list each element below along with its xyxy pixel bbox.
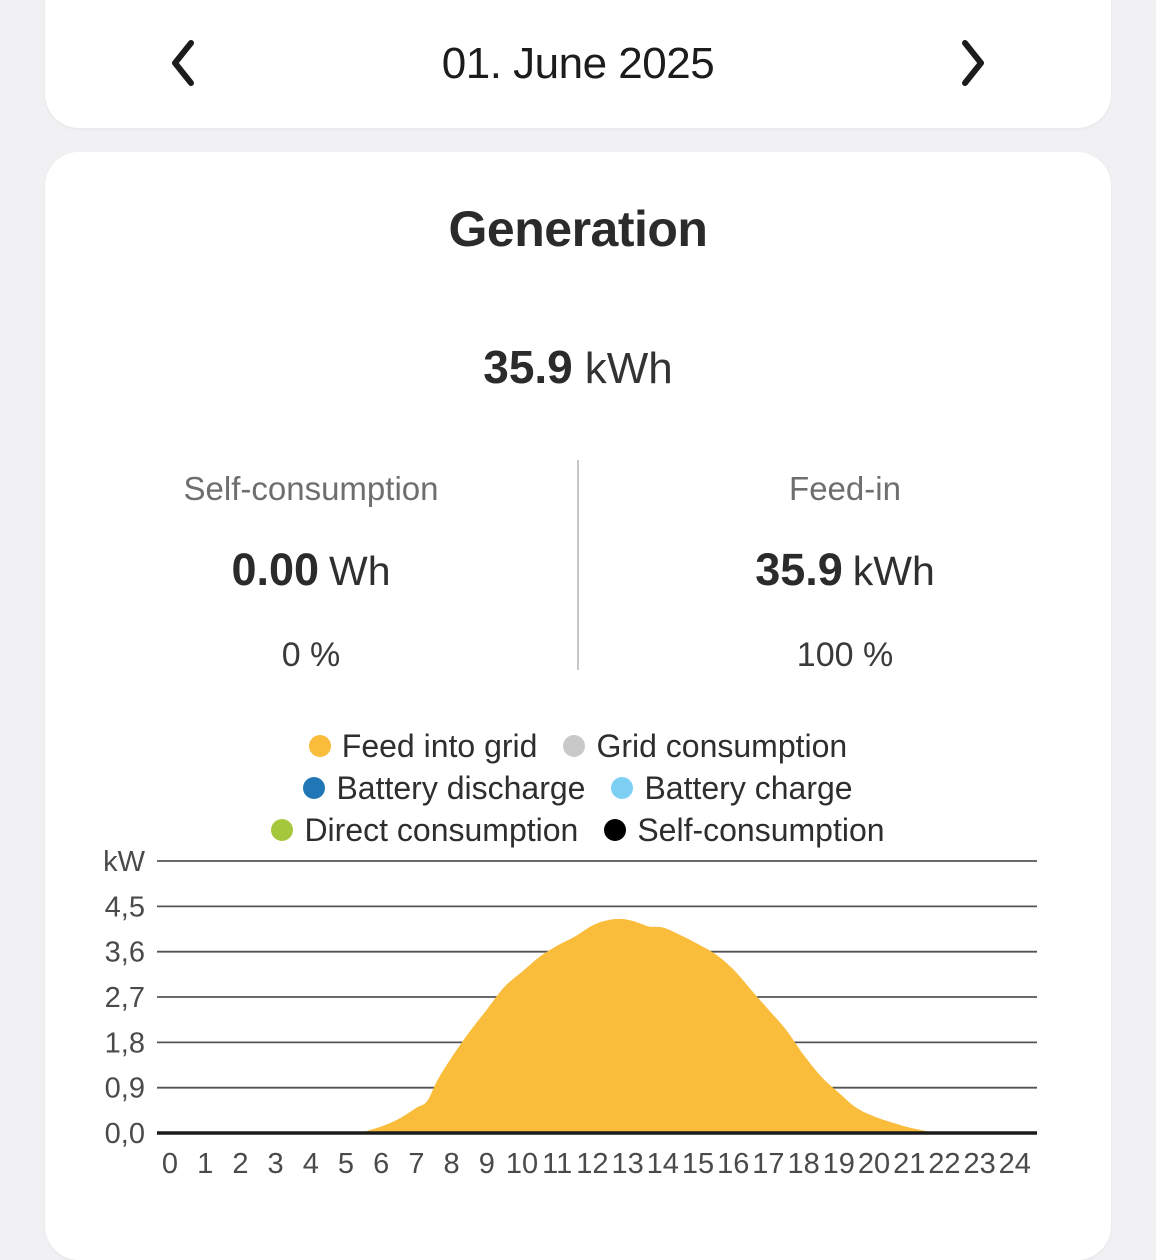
y-axis-tick-label: 1,8 — [105, 1027, 145, 1059]
chart-legend: Feed into grid Grid consumption Battery di… — [45, 726, 1111, 850]
y-axis-tick-label: kW — [103, 846, 146, 878]
self-consumption-stat: Self-consumption 0.00 Wh 0 % — [45, 460, 577, 674]
legend-item: Feed into grid — [308, 726, 538, 766]
legend-item: Direct consumption — [271, 810, 578, 850]
legend-dot-icon — [604, 819, 627, 841]
legend-row: Battery discharge Battery charge — [303, 768, 853, 808]
chevron-right-icon — [953, 37, 993, 92]
feed-in-value: 35.9 — [755, 544, 843, 595]
legend-item: Self-consumption — [604, 810, 885, 850]
legend-item-label: Battery discharge — [336, 769, 586, 806]
legend-dot-icon — [563, 735, 586, 757]
legend-dot-icon — [611, 777, 634, 799]
x-axis-tick-label: 23 — [963, 1148, 995, 1180]
x-axis-tick-label: 11 — [542, 1148, 572, 1180]
x-axis-tick-label: 24 — [999, 1148, 1031, 1180]
x-axis-tick-label: 15 — [682, 1148, 714, 1180]
y-axis-tick-label: 0,0 — [105, 1118, 145, 1150]
x-axis-tick-label: 6 — [373, 1148, 389, 1180]
date-nav: 01. June 2025 — [45, 0, 1111, 128]
self-consumption-value: 0.00 — [231, 544, 320, 595]
legend-item-label: Feed into grid — [341, 727, 538, 764]
generation-total-value: 35.9 — [483, 341, 573, 393]
x-axis-tick-label: 14 — [647, 1148, 679, 1180]
y-axis-tick-label: 4,5 — [105, 891, 145, 923]
legend-dot-icon — [271, 819, 294, 841]
x-axis-tick-label: 22 — [928, 1148, 960, 1180]
x-axis-tick-label: 3 — [268, 1148, 284, 1180]
legend-row: Direct consumption Self-consumption — [271, 810, 885, 850]
x-axis-tick-label: 5 — [338, 1148, 354, 1180]
stats-row: Self-consumption 0.00 Wh 0 % Feed-in 35.9… — [45, 460, 1111, 674]
previous-day-button[interactable] — [151, 32, 215, 96]
stats-divider — [577, 460, 579, 670]
self-consumption-percent: 0 % — [281, 636, 341, 674]
feed-in-unit: kWh — [852, 548, 935, 594]
x-axis-tick-label: 21 — [893, 1148, 925, 1180]
legend-item: Grid consumption — [563, 726, 847, 766]
page-title: Generation — [448, 201, 708, 257]
x-axis-tick-label: 13 — [611, 1148, 643, 1180]
generation-total-unit: kWh — [584, 344, 673, 393]
x-axis-tick-label: 9 — [479, 1148, 495, 1180]
chevron-left-icon — [163, 37, 203, 92]
x-axis-tick-label: 12 — [576, 1148, 608, 1180]
date-nav-card: 01. June 2025 — [45, 0, 1111, 128]
feed-in-percent: 100 % — [796, 636, 894, 674]
legend-dot-icon — [303, 777, 326, 799]
legend-item-label: Battery charge — [644, 769, 853, 806]
next-day-button[interactable] — [941, 32, 1005, 96]
x-axis-tick-label: 10 — [506, 1148, 538, 1180]
x-axis-tick-label: 7 — [408, 1148, 424, 1180]
legend-item-label: Self-consumption — [637, 811, 885, 848]
x-axis-tick-label: 0 — [162, 1148, 178, 1180]
y-axis-tick-label: 2,7 — [105, 982, 145, 1014]
feed-in-label: Feed-in — [789, 470, 901, 507]
x-axis-tick-label: 16 — [717, 1148, 749, 1180]
legend-item: Battery charge — [611, 768, 853, 808]
x-axis-tick-label: 4 — [303, 1148, 319, 1180]
self-consumption-unit: Wh — [329, 548, 391, 594]
feed-in-stat: Feed-in 35.9 kWh 100 % — [579, 460, 1111, 674]
x-axis-tick-label: 17 — [752, 1148, 784, 1180]
x-axis-tick-label: 18 — [787, 1148, 819, 1180]
legend-item: Battery discharge — [303, 768, 585, 808]
chart-area: kW 4,5 3,6 2,7 1,8 0,9 0,0 0 1 2 3 4 5 6 7 8 9 10 11 12 13 14… — [45, 840, 1111, 1188]
legend-row: Feed into grid Grid consumption — [308, 726, 847, 766]
x-axis-tick-label: 19 — [823, 1148, 855, 1180]
generation-chart: kW4,53,62,71,80,90,00 1 2 3 4 5 6 7 8 9 10 11 12 13 14… — [103, 846, 1037, 1180]
self-consumption-label: Self-consumption — [183, 470, 439, 507]
y-axis-tick-label: 3,6 — [105, 937, 145, 969]
generation-card: Generation 35.9 kWh Self-consumption 0.00… — [45, 152, 1111, 1260]
self-consumption-value-line: 0.00 Wh — [231, 544, 390, 596]
y-axis-tick-label: 0,9 — [105, 1073, 145, 1105]
legend-item-label: Direct consumption — [304, 811, 579, 848]
current-date-label: 01. June 2025 — [441, 39, 715, 88]
x-axis-tick-label: 2 — [232, 1148, 248, 1180]
generation-total: 35.9 kWh — [45, 340, 1111, 394]
legend-dot-icon — [308, 735, 331, 757]
x-axis-tick-label: 20 — [858, 1148, 890, 1180]
feed-in-value-line: 35.9 kWh — [755, 544, 935, 596]
x-axis-tick-label: 1 — [197, 1148, 213, 1180]
x-axis-tick-label: 8 — [444, 1148, 460, 1180]
legend-item-label: Grid consumption — [596, 727, 848, 764]
series-area-feed-into-grid — [360, 918, 938, 1133]
